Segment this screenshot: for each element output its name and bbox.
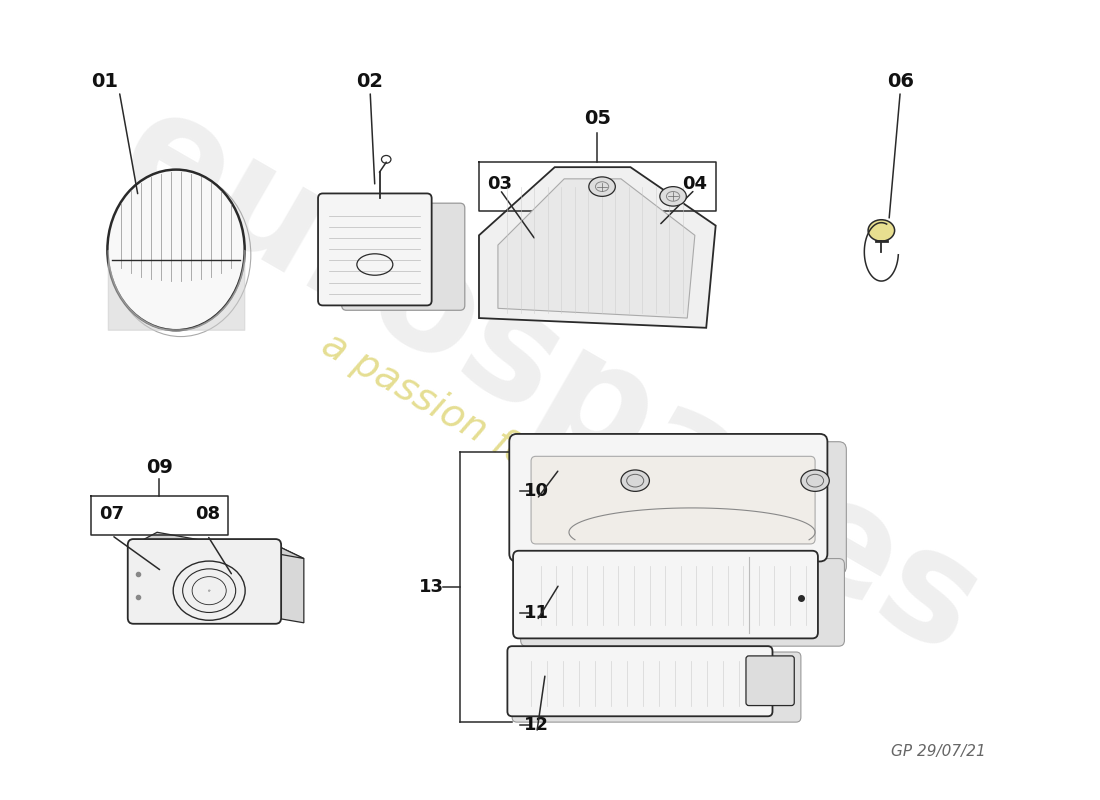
Text: 11: 11 bbox=[525, 604, 549, 622]
Ellipse shape bbox=[621, 470, 649, 491]
Ellipse shape bbox=[588, 177, 615, 196]
FancyBboxPatch shape bbox=[746, 656, 794, 706]
Text: 09: 09 bbox=[146, 458, 173, 477]
FancyBboxPatch shape bbox=[507, 646, 772, 716]
FancyBboxPatch shape bbox=[531, 456, 815, 544]
Ellipse shape bbox=[108, 170, 244, 330]
Polygon shape bbox=[498, 179, 695, 318]
Ellipse shape bbox=[660, 186, 686, 206]
FancyBboxPatch shape bbox=[342, 203, 465, 310]
Text: a passion for parts since 1985: a passion for parts since 1985 bbox=[315, 326, 843, 652]
Text: 05: 05 bbox=[584, 109, 610, 128]
Polygon shape bbox=[133, 532, 304, 558]
Ellipse shape bbox=[868, 220, 894, 241]
Text: 03: 03 bbox=[487, 174, 513, 193]
Text: 01: 01 bbox=[91, 72, 119, 91]
FancyBboxPatch shape bbox=[519, 442, 846, 574]
Text: 13: 13 bbox=[419, 578, 444, 596]
Text: 04: 04 bbox=[682, 174, 707, 193]
FancyBboxPatch shape bbox=[509, 434, 827, 562]
FancyBboxPatch shape bbox=[513, 652, 801, 722]
Text: 07: 07 bbox=[99, 505, 124, 522]
FancyBboxPatch shape bbox=[513, 550, 818, 638]
Text: 12: 12 bbox=[525, 716, 549, 734]
Text: 02: 02 bbox=[356, 72, 384, 91]
Text: GP 29/07/21: GP 29/07/21 bbox=[891, 744, 986, 759]
Text: 10: 10 bbox=[525, 482, 549, 500]
Ellipse shape bbox=[801, 470, 829, 491]
Text: eurospares: eurospares bbox=[95, 75, 1005, 687]
FancyBboxPatch shape bbox=[318, 194, 431, 306]
Text: 06: 06 bbox=[887, 72, 914, 91]
Polygon shape bbox=[275, 545, 304, 623]
FancyBboxPatch shape bbox=[520, 558, 845, 646]
Polygon shape bbox=[478, 167, 716, 328]
FancyBboxPatch shape bbox=[128, 539, 282, 624]
Text: 08: 08 bbox=[195, 505, 220, 522]
